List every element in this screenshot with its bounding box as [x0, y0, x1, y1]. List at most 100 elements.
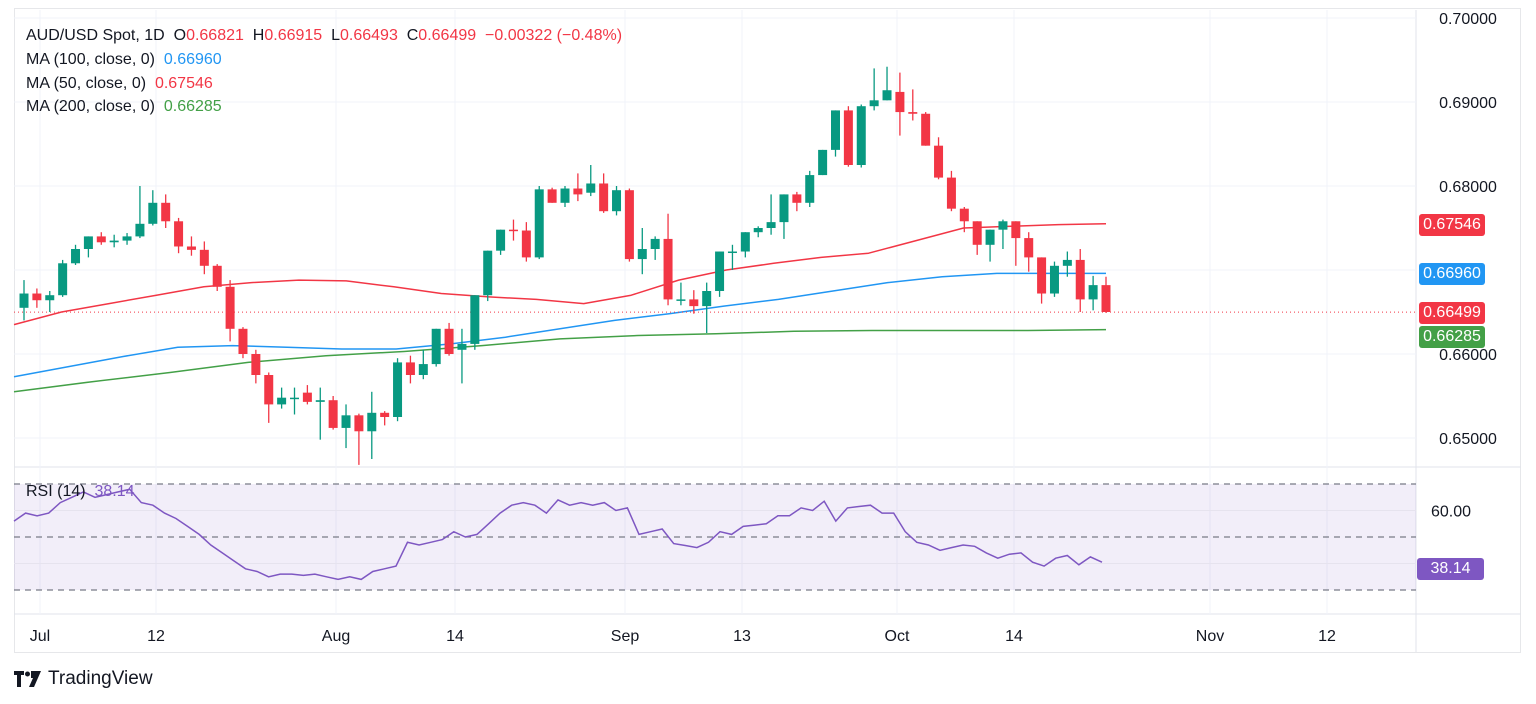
time-tick-label: 12 — [1318, 628, 1336, 645]
candle — [805, 170, 815, 207]
candle-body — [405, 362, 415, 375]
candle-body — [856, 106, 866, 165]
candle — [599, 173, 609, 213]
candle-body — [186, 246, 196, 250]
rsi-value: 38.14 — [94, 483, 135, 500]
candle-body — [766, 222, 776, 228]
price-tick-label: 0.66000 — [1439, 347, 1497, 364]
ma50-line — [13, 223, 1107, 326]
candle — [431, 328, 441, 367]
candle-body — [843, 110, 853, 165]
candle-body — [58, 263, 68, 296]
time-tick-label: Jul — [30, 628, 50, 645]
candle-body — [599, 183, 609, 212]
ma50-label: MA (50, close, 0) — [26, 75, 147, 92]
candle-body — [212, 265, 222, 287]
candle — [161, 194, 171, 228]
candle-body — [225, 286, 235, 329]
candle-body — [934, 145, 944, 178]
candle — [753, 226, 763, 238]
candle-body — [1075, 259, 1085, 300]
candle-body — [45, 295, 55, 301]
candle-body — [1088, 285, 1098, 300]
rsi-value-tag: 38.14 — [1417, 558, 1484, 580]
candle-body — [1011, 221, 1021, 239]
candle-body — [174, 221, 184, 247]
moving-averages — [13, 223, 1416, 393]
candle-body — [470, 295, 480, 344]
price-tick-label: 0.70000 — [1439, 11, 1497, 28]
price-axis: 0.70000 0.69000 0.68000 0.66000 0.65000 60.00 — [1431, 11, 1497, 521]
candle — [264, 372, 274, 423]
candle-body — [483, 250, 493, 296]
rsi-legend[interactable]: RSI (14) 38.14 — [26, 482, 135, 502]
candle — [1024, 232, 1034, 272]
symbol-name[interactable]: AUD/USD Spot, 1D — [26, 27, 165, 44]
ma50-price-tag: 0.67546 — [1419, 214, 1485, 236]
candle-body — [496, 229, 506, 251]
candle — [740, 232, 750, 258]
candle — [251, 349, 261, 384]
candle — [1088, 275, 1098, 311]
high-label: H — [252, 27, 265, 44]
open-label: O — [173, 27, 187, 44]
candle-body — [831, 110, 840, 150]
candle-body — [19, 293, 29, 308]
ma100-legend[interactable]: MA (100, close, 0) 0.66960 — [26, 50, 222, 70]
candle — [972, 221, 982, 255]
rsi-tick-label: 60.00 — [1431, 504, 1471, 521]
rsi-label: RSI (14) — [26, 483, 86, 500]
candle — [547, 187, 557, 203]
low-value: 0.66493 — [340, 27, 398, 44]
candle-body — [972, 221, 982, 245]
candle-body — [637, 249, 647, 260]
ma100-label: MA (100, close, 0) — [26, 51, 155, 68]
candle-body — [676, 299, 686, 301]
candle-body — [663, 238, 673, 300]
candle-body — [946, 177, 956, 209]
candle-body — [727, 251, 737, 254]
candle — [418, 349, 428, 380]
candle-body — [199, 249, 209, 266]
candle — [1075, 249, 1085, 312]
candle-body — [96, 236, 106, 243]
price-tick-label: 0.65000 — [1439, 431, 1497, 448]
candle-body — [869, 100, 879, 107]
candle-body — [83, 236, 93, 249]
candle-body — [895, 91, 905, 113]
candle — [315, 387, 325, 440]
ma50-legend[interactable]: MA (50, close, 0) 0.67546 — [26, 74, 213, 94]
candle — [985, 229, 995, 262]
ma200-label: MA (200, close, 0) — [26, 98, 155, 115]
candle — [573, 173, 583, 202]
candle-body — [624, 190, 634, 260]
candle — [895, 72, 905, 136]
ma200-value: 0.66285 — [163, 98, 222, 115]
price-tick-label: 0.68000 — [1439, 179, 1497, 196]
open-value: 0.66821 — [186, 27, 244, 44]
candle-body — [998, 221, 1008, 230]
candle — [225, 280, 235, 342]
footer-brand[interactable]: TradingView — [14, 668, 153, 690]
candle — [135, 186, 145, 239]
candle — [869, 68, 879, 111]
candle-body — [290, 397, 299, 400]
change-value: −0.00322 (−0.48%) — [485, 27, 623, 44]
candle — [1062, 251, 1072, 277]
candle — [689, 290, 699, 314]
ma100-value: 0.66960 — [163, 51, 222, 68]
ma200-legend[interactable]: MA (200, close, 0) 0.66285 — [26, 97, 222, 117]
candle — [792, 191, 802, 212]
candle — [186, 236, 196, 256]
time-tick-label: 12 — [147, 628, 165, 645]
candle-body — [521, 230, 531, 258]
candle-body — [32, 293, 42, 301]
candle-body — [959, 208, 969, 222]
candle-body — [71, 249, 81, 264]
candle — [71, 244, 81, 265]
candle — [393, 358, 403, 422]
candle-body — [238, 328, 248, 354]
candle-body — [341, 415, 351, 428]
candle — [727, 244, 737, 270]
